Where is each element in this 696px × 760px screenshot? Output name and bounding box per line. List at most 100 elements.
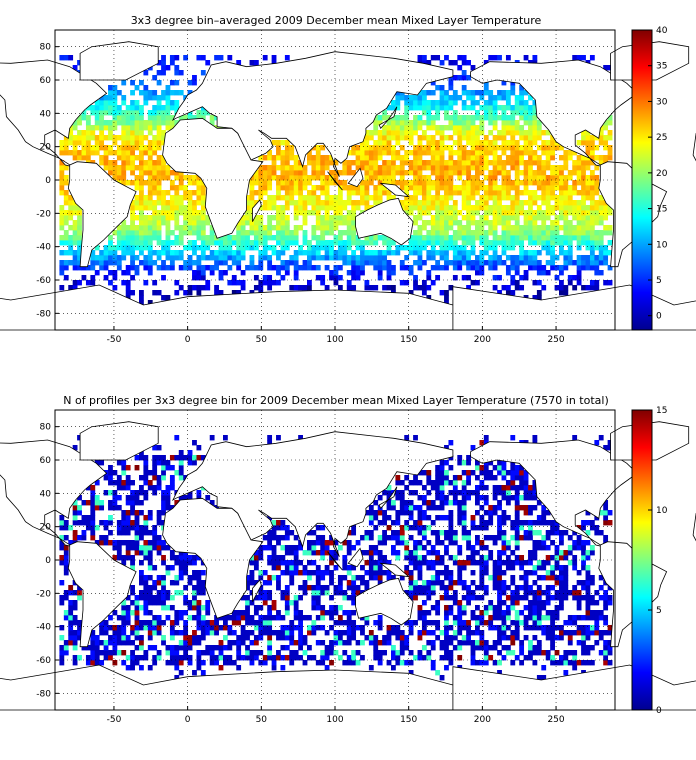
bin-cell (444, 650, 449, 656)
bin-cell (196, 610, 202, 616)
bin-cell (545, 205, 551, 211)
bin-cell (413, 540, 418, 546)
bin-cell (293, 600, 299, 606)
bin-cell (505, 225, 511, 231)
bin-cell (466, 135, 471, 141)
bin-cell (452, 125, 458, 131)
bin-cell (377, 640, 383, 646)
bin-cell (116, 120, 122, 126)
bin-cell (125, 165, 131, 171)
bin-cell (417, 185, 423, 191)
bin-cell (165, 65, 171, 71)
bin-cell (576, 245, 582, 251)
bin-cell (545, 560, 551, 566)
bin-cell (134, 615, 140, 621)
bin-cell (165, 565, 171, 571)
bin-cell (302, 615, 308, 621)
bin-cell (563, 565, 569, 571)
bin-cell (391, 655, 396, 661)
bin-cell (271, 140, 277, 146)
bin-cell (541, 225, 547, 231)
bin-cell (342, 650, 348, 656)
bin-cell (161, 205, 166, 211)
bin-cell (108, 90, 113, 96)
bin-cell (258, 195, 264, 201)
bin-cell (121, 635, 127, 641)
bin-cell (77, 520, 82, 526)
bin-cell (377, 180, 383, 186)
bin-cell (421, 190, 427, 196)
bin-cell (143, 135, 149, 141)
bin-cell (200, 270, 206, 276)
bin-cell (470, 65, 476, 71)
bin-cell (581, 525, 586, 531)
bin-cell (152, 205, 158, 211)
bin-cell (152, 280, 158, 286)
bin-cell (430, 90, 436, 96)
bin-cell (475, 260, 480, 266)
bin-cell (240, 625, 246, 631)
bin-cell (523, 210, 529, 216)
bin-cell (174, 620, 180, 626)
bin-cell (342, 220, 348, 226)
bin-cell (572, 620, 578, 626)
bin-cell (413, 100, 418, 106)
bin-cell (444, 500, 449, 506)
bin-cell (475, 535, 480, 541)
bin-cell (152, 600, 158, 606)
bin-cell (121, 120, 127, 126)
bin-cell (130, 625, 135, 631)
bin-cell (293, 215, 299, 221)
bin-cell (514, 205, 520, 211)
bin-cell (444, 605, 449, 611)
bin-cell (342, 255, 348, 261)
bin-cell (550, 220, 555, 226)
bin-cell (355, 245, 361, 251)
bin-cell (364, 150, 370, 156)
bin-cell (510, 635, 516, 641)
bin-cell (196, 580, 202, 586)
bin-cell (85, 520, 91, 526)
bin-cell (112, 125, 118, 131)
bin-cell (501, 535, 507, 541)
bin-cell (116, 110, 122, 116)
bin-cell (311, 165, 317, 171)
bin-cell (479, 200, 485, 206)
bin-cell (324, 230, 330, 236)
bin-cell (324, 540, 330, 546)
bin-cell (435, 580, 441, 586)
bin-cell (514, 200, 520, 206)
bin-cell (94, 645, 100, 651)
bin-cell (130, 655, 135, 661)
bin-cell (408, 585, 414, 591)
bin-cell (276, 205, 281, 211)
bin-cell (200, 620, 206, 626)
bin-cell (589, 205, 595, 211)
bin-cell (444, 115, 449, 121)
bin-cell (81, 265, 87, 271)
bin-cell (329, 560, 334, 566)
bin-cell (497, 195, 502, 201)
bin-cell (452, 645, 458, 651)
bin-cell (152, 135, 158, 141)
bin-cell (430, 160, 436, 166)
bin-cell (311, 620, 317, 626)
bin-cell (302, 260, 308, 266)
bin-cell (143, 225, 149, 231)
bin-cell (152, 525, 158, 531)
bin-cell (386, 250, 392, 256)
bin-cell (430, 205, 436, 211)
bin-cell (426, 285, 432, 291)
bin-cell (200, 215, 206, 221)
bin-cell (585, 565, 591, 571)
bin-cell (439, 250, 445, 256)
bin-cell (147, 555, 153, 561)
bin-cell (139, 170, 144, 176)
bin-cell (492, 255, 498, 261)
bin-cell (161, 210, 166, 216)
bin-cell (452, 595, 458, 601)
bin-cell (99, 155, 105, 161)
bin-cell (439, 105, 445, 111)
bin-cell (130, 290, 135, 296)
bin-cell (505, 205, 511, 211)
